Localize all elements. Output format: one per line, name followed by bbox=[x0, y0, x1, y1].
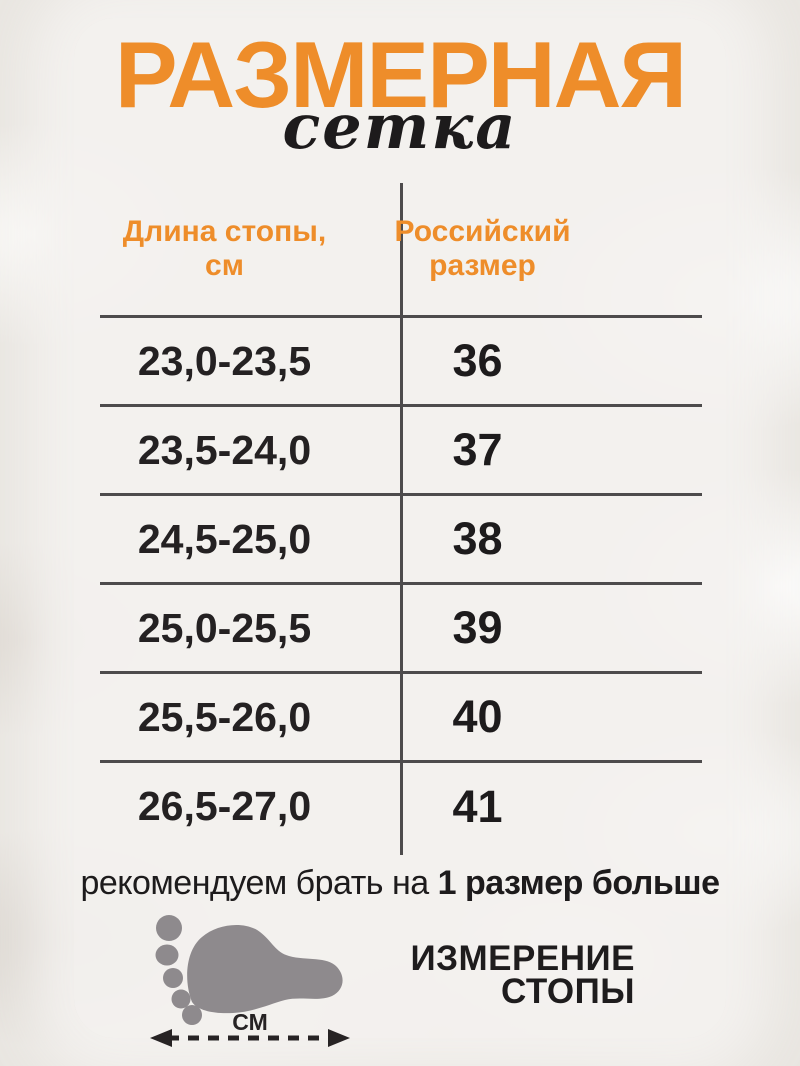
foot-sole bbox=[187, 924, 343, 1014]
cell-ru-size: 36 bbox=[452, 335, 503, 386]
foot-sole-and-toes bbox=[155, 915, 343, 1025]
toe-circle bbox=[182, 1005, 202, 1025]
table-row: 26,5-27,0 41 bbox=[100, 763, 702, 850]
cell-foot-length: 24,5-25,0 bbox=[137, 515, 312, 562]
table-row: 25,0-25,5 39 bbox=[100, 585, 702, 674]
cell-ru-size: 39 bbox=[452, 602, 503, 653]
table-row: 23,0-23,5 36 bbox=[100, 318, 702, 407]
caption-line-1: ИЗМЕРЕНИЕ bbox=[410, 939, 635, 978]
measure-arrow bbox=[150, 1029, 350, 1047]
cm-label: СМ bbox=[232, 1009, 267, 1035]
cell-foot-length: 26,5-27,0 bbox=[137, 783, 312, 829]
cell-foot-length: 23,0-23,5 bbox=[137, 337, 312, 384]
size-table: Длина стопы, см Российский размер 23,0-2… bbox=[100, 183, 702, 855]
recommendation-note: рекомендуем брать на 1 размер больше bbox=[0, 864, 800, 903]
cell-foot-length: 25,0-25,5 bbox=[137, 604, 312, 651]
note-regular-text: рекомендуем брать на bbox=[80, 864, 429, 902]
cell-ru-size: 41 bbox=[452, 780, 503, 832]
table-row: 25,5-26,0 40 bbox=[100, 674, 702, 763]
table-row: 24,5-25,0 38 bbox=[100, 496, 702, 585]
note-bold-text: 1 размер больше bbox=[437, 864, 720, 902]
cell-ru-size: 38 bbox=[452, 513, 503, 564]
caption-line-2: СТОПЫ bbox=[500, 972, 635, 1012]
column-divider bbox=[400, 183, 403, 855]
toe-circle bbox=[163, 968, 183, 988]
measurement-caption: ИЗМЕРЕНИЕ СТОПЫ bbox=[330, 939, 635, 1012]
header-cell-foot-length: Длина стопы, см bbox=[122, 214, 327, 283]
cell-foot-length: 25,5-26,0 bbox=[137, 693, 312, 740]
table-row: 23,5-24,0 37 bbox=[100, 407, 702, 496]
table-header-row: Длина стопы, см Российский размер bbox=[100, 183, 702, 318]
header-cell-ru-size: Российский размер bbox=[394, 183, 702, 315]
toe-circle bbox=[155, 944, 179, 966]
cell-ru-size: 37 bbox=[452, 424, 503, 475]
page-title: РАЗМЕРНАЯ bbox=[114, 22, 687, 127]
header-cell-ru-size-label: Российский размер bbox=[394, 214, 571, 283]
toe-circle bbox=[156, 915, 182, 941]
cell-foot-length: 23,5-24,0 bbox=[137, 426, 312, 473]
page-subtitle-script: сетка bbox=[282, 90, 518, 163]
foot-measurement-icon: СМ bbox=[150, 915, 350, 1047]
toe-circle bbox=[171, 989, 191, 1009]
cell-ru-size: 40 bbox=[452, 691, 503, 742]
